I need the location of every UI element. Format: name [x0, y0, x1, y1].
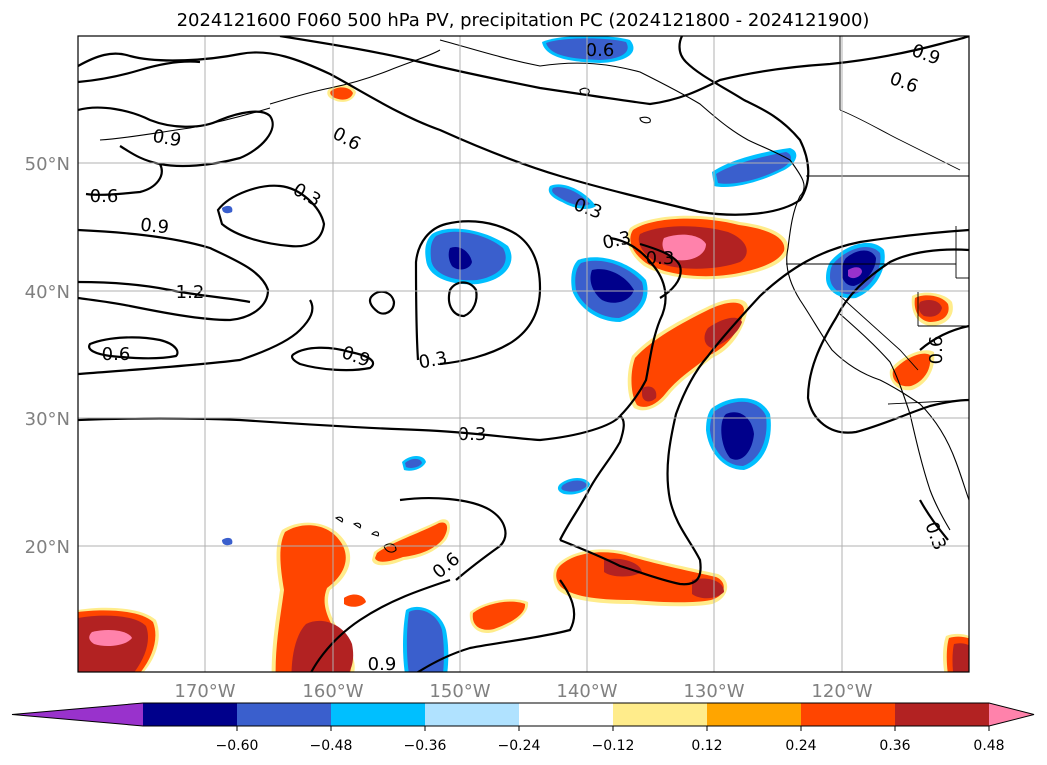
lon-label: 150°W — [429, 681, 490, 702]
pv-contours — [78, 36, 969, 672]
longitude-labels: 170°W 160°W 150°W 140°W 130°W 120°W — [174, 681, 872, 702]
colorbar-segment — [237, 703, 332, 726]
colorbar-extend-high — [989, 703, 1034, 726]
lon-label: 130°W — [683, 681, 744, 702]
lat-label: 30°N — [25, 409, 70, 430]
lon-label: 170°W — [174, 681, 235, 702]
ocean-background — [78, 36, 969, 672]
precip-positive-regions — [78, 84, 969, 672]
colorbar-tick-label: 0.48 — [973, 738, 1004, 754]
colorbar-extend-low — [12, 703, 143, 726]
lon-label: 120°W — [811, 681, 872, 702]
precip-negative-regions — [222, 36, 885, 672]
lon-label: 140°W — [556, 681, 617, 702]
contour-label: 0.6 — [102, 344, 131, 365]
colorbar-tick-label: −0.60 — [216, 738, 259, 754]
colorbar-tick-label: −0.24 — [498, 738, 541, 754]
colorbar-tick-label: −0.36 — [404, 738, 447, 754]
lon-label: 160°W — [302, 681, 363, 702]
map-area: 0.6 0.9 0.6 0.6 0.6 0.9 1.2 0.6 0.9 0.9 … — [78, 36, 969, 675]
contour-label: 0.3 — [417, 348, 449, 374]
colorbar-tick-label: 0.24 — [785, 738, 816, 754]
contour-label: 0.9 — [139, 215, 170, 239]
colorbar-tick-label: −0.12 — [592, 738, 635, 754]
contour-label: 0.9 — [151, 126, 183, 152]
lat-label: 20°N — [25, 537, 70, 558]
colorbar-segment — [613, 703, 708, 726]
lat-label: 40°N — [25, 282, 70, 303]
colorbar-segment — [801, 703, 896, 726]
colorbar-outline — [11, 702, 1035, 727]
colorbar-tick-label: 0.12 — [691, 738, 722, 754]
contour-label: 0.6 — [926, 336, 947, 365]
contour-label: 0.3 — [646, 248, 675, 269]
contour-label: 0.6 — [586, 40, 615, 61]
lat-label: 50°N — [25, 154, 70, 175]
contour-label: 0.6 — [90, 186, 119, 207]
contour-label: 0.3 — [458, 424, 487, 445]
contour-label: 1.2 — [176, 282, 205, 303]
graticule — [78, 36, 969, 672]
colorbar-segment — [519, 703, 614, 726]
state-borders — [786, 36, 969, 405]
colorbar-segment — [895, 703, 990, 726]
map-title: 2024121600 F060 500 hPa PV, precipitatio… — [177, 10, 870, 31]
colorbar-tick-label: 0.36 — [879, 738, 910, 754]
colorbar-segment — [425, 703, 520, 726]
colorbar-segment — [331, 703, 426, 726]
latitude-labels: 50°N 40°N 30°N 20°N — [25, 154, 70, 558]
colorbar-segment — [143, 703, 238, 726]
contour-label: 0.9 — [368, 654, 397, 675]
colorbar-tick-label: −0.48 — [310, 738, 353, 754]
colorbar: −0.60 −0.48 −0.36 −0.24 −0.12 0.12 0.24 0.36 0.4… — [11, 702, 1035, 754]
colorbar-segment — [707, 703, 802, 726]
map-frame — [77, 35, 970, 673]
